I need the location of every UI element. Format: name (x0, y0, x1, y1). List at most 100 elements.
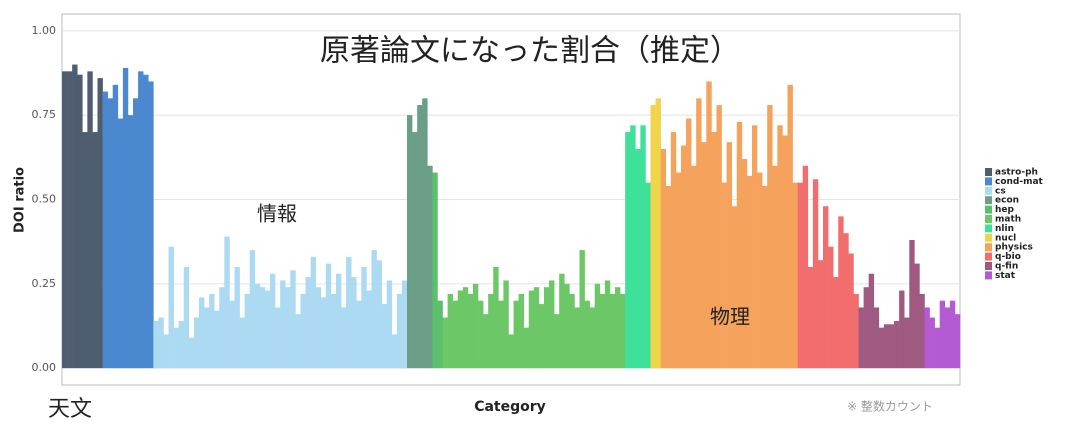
bar (680, 145, 687, 369)
bar (757, 172, 763, 369)
bar (67, 71, 73, 369)
bar (635, 148, 641, 369)
bar (447, 293, 453, 369)
legend-swatch (985, 215, 992, 223)
bar (143, 74, 149, 369)
bar (559, 273, 565, 369)
bar (589, 307, 596, 369)
bar (244, 293, 251, 369)
bar (351, 277, 357, 369)
bar (97, 78, 103, 369)
bar (711, 132, 717, 369)
legend-swatch (985, 224, 992, 233)
bar (396, 293, 403, 369)
bar (736, 121, 743, 369)
bar (117, 118, 124, 369)
bar (381, 304, 388, 369)
bar (158, 317, 164, 369)
bar (462, 287, 469, 369)
bar (341, 307, 347, 369)
bar (371, 250, 377, 369)
legend-label: cond-mat (995, 177, 1044, 187)
bar (670, 132, 677, 369)
bar (138, 71, 144, 369)
chart-title: 原著論文になった割合（推定） (320, 34, 740, 69)
bar (848, 253, 854, 369)
bar (315, 287, 322, 369)
bar (107, 98, 114, 369)
bar (422, 98, 428, 369)
bar (645, 182, 651, 369)
bar (706, 81, 712, 369)
legend-swatch (985, 205, 992, 214)
bar (320, 297, 327, 369)
bar (168, 246, 174, 369)
bar (122, 67, 129, 369)
y-tick-label: 0.75 (32, 108, 57, 121)
bar (361, 266, 367, 369)
bar (599, 293, 606, 369)
bar (457, 290, 464, 369)
legend-label: nucl (995, 233, 1016, 243)
bar (574, 307, 580, 369)
bar (696, 98, 702, 369)
bar (594, 283, 601, 369)
legend-label: astro-ph (995, 168, 1038, 178)
bar (579, 250, 585, 369)
bar (285, 287, 291, 369)
bar (675, 172, 682, 369)
y-tick-label: 1.00 (32, 24, 57, 37)
legend-swatch (985, 252, 992, 261)
bar (833, 277, 839, 369)
bar (508, 334, 514, 369)
bar (792, 182, 798, 369)
bar (894, 320, 900, 369)
bar (163, 334, 169, 369)
bar (148, 81, 154, 369)
bar (772, 165, 778, 369)
bar (767, 105, 773, 369)
bar (721, 182, 727, 369)
legend-swatch (985, 196, 992, 205)
legend-label: stat (995, 271, 1016, 281)
bar (401, 280, 408, 369)
bar (133, 98, 139, 369)
bar (883, 324, 890, 369)
bar (686, 118, 692, 369)
bar (442, 317, 448, 369)
bar (264, 290, 271, 369)
bar (290, 270, 296, 369)
bar (127, 115, 134, 369)
bar (564, 283, 570, 369)
bar (929, 317, 935, 369)
legend-label: math (995, 215, 1021, 225)
bar (280, 280, 286, 369)
bar (214, 310, 220, 369)
bar (198, 297, 205, 369)
bar (178, 320, 185, 369)
bar (432, 172, 438, 369)
bar (762, 186, 768, 369)
bar (569, 293, 575, 369)
bar (234, 266, 240, 369)
bar (746, 175, 753, 369)
bar (609, 293, 616, 369)
y-tick-label: 0.00 (32, 361, 57, 374)
bar (310, 256, 316, 369)
bar (924, 307, 930, 369)
bar (528, 290, 535, 369)
bar (254, 283, 261, 369)
bar (523, 327, 530, 369)
bar (335, 273, 342, 369)
legend-swatch (985, 186, 992, 195)
bar (919, 293, 925, 369)
bar (934, 327, 941, 369)
bar (498, 300, 504, 369)
bar (807, 266, 814, 369)
legend-swatch (985, 262, 992, 270)
annotation: 天文 (48, 397, 92, 422)
bar (843, 233, 849, 369)
annotation: ※ 整数カウント (847, 399, 933, 414)
bar (863, 287, 869, 369)
bar (823, 206, 829, 369)
